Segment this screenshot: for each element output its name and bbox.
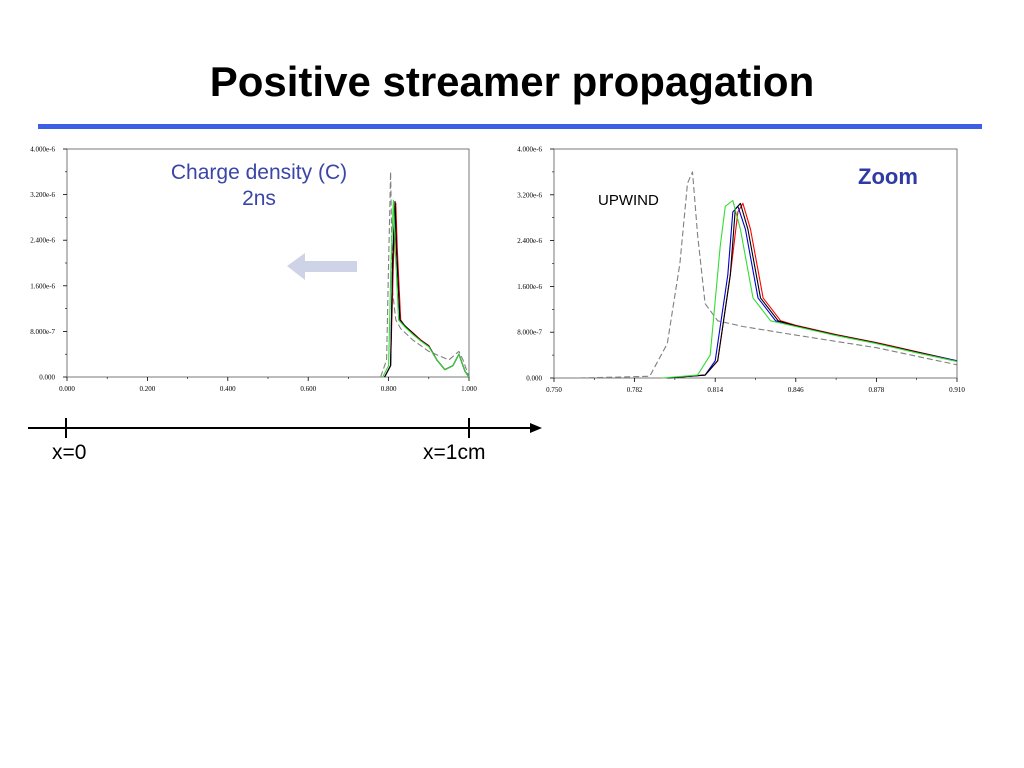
chart-left-y-tick-label: 8.000e-7 (30, 328, 55, 336)
chart-right-y-tick-label: 0.000 (526, 375, 542, 383)
chart-left-caption: Charge density (C) 2ns (140, 160, 378, 212)
chart-left-x-tick-label: 0.200 (140, 385, 156, 393)
chart-left-y-tick-label: 1.600e-6 (30, 282, 55, 290)
chart-right-x-tick-label: 0.878 (869, 386, 885, 394)
propagation-direction-arrow (287, 253, 357, 280)
chart-left-series-line-0 (380, 171, 470, 378)
chart-left-caption-line2: 2ns (242, 187, 276, 210)
chart-right-x-tick-label: 0.846 (788, 386, 804, 394)
chart-left-series-line-4 (382, 199, 470, 378)
zoom-badge: Zoom (858, 164, 918, 189)
chart-left-y-tick-label: 4.000e-6 (30, 146, 55, 154)
chart-right-y-tick-label: 2.400e-6 (517, 237, 542, 245)
x-start-label: x=0 (52, 441, 87, 464)
chart-left-y-tick-label: 0.000 (39, 374, 55, 382)
chart-left-x-tick-label: 0.000 (59, 385, 75, 393)
chart-right-x-tick-label: 0.750 (546, 386, 562, 394)
slide-title: Positive streamer propagation (209, 58, 815, 105)
chart-left-x-tick-label: 0.600 (300, 385, 316, 393)
chart-right-x-tick-label: 0.782 (627, 386, 643, 394)
chart-left-x-tick-label: 1.000 (461, 385, 477, 393)
chart-right-y-tick-label: 8.000e-7 (517, 329, 542, 337)
chart-left-x-tick-label: 0.800 (381, 385, 397, 393)
chart-left-caption-line1: Charge density (C) (170, 161, 348, 184)
chart-right-x-tick-label: 0.910 (949, 386, 965, 394)
chart-left-y-tick-label: 2.400e-6 (30, 237, 55, 245)
title-underline (38, 124, 982, 129)
chart-right-y-tick-label: 1.600e-6 (517, 283, 542, 291)
x-end-label: x=1cm (423, 441, 486, 464)
chart-right-series-line-4 (662, 199, 958, 379)
chart-right-series-line-0 (579, 171, 958, 379)
chart-right-y-tick-label: 4.000e-6 (517, 146, 542, 154)
chart-left-x-tick-label: 0.400 (220, 385, 236, 393)
chart-left-y-tick-label: 3.200e-6 (30, 191, 55, 199)
chart-right-y-tick-label: 3.200e-6 (517, 191, 542, 199)
chart-right-x-tick-label: 0.814 (707, 386, 723, 394)
upwind-annotation: UPWIND (598, 192, 659, 209)
domain-axis-arrowhead (530, 423, 542, 433)
